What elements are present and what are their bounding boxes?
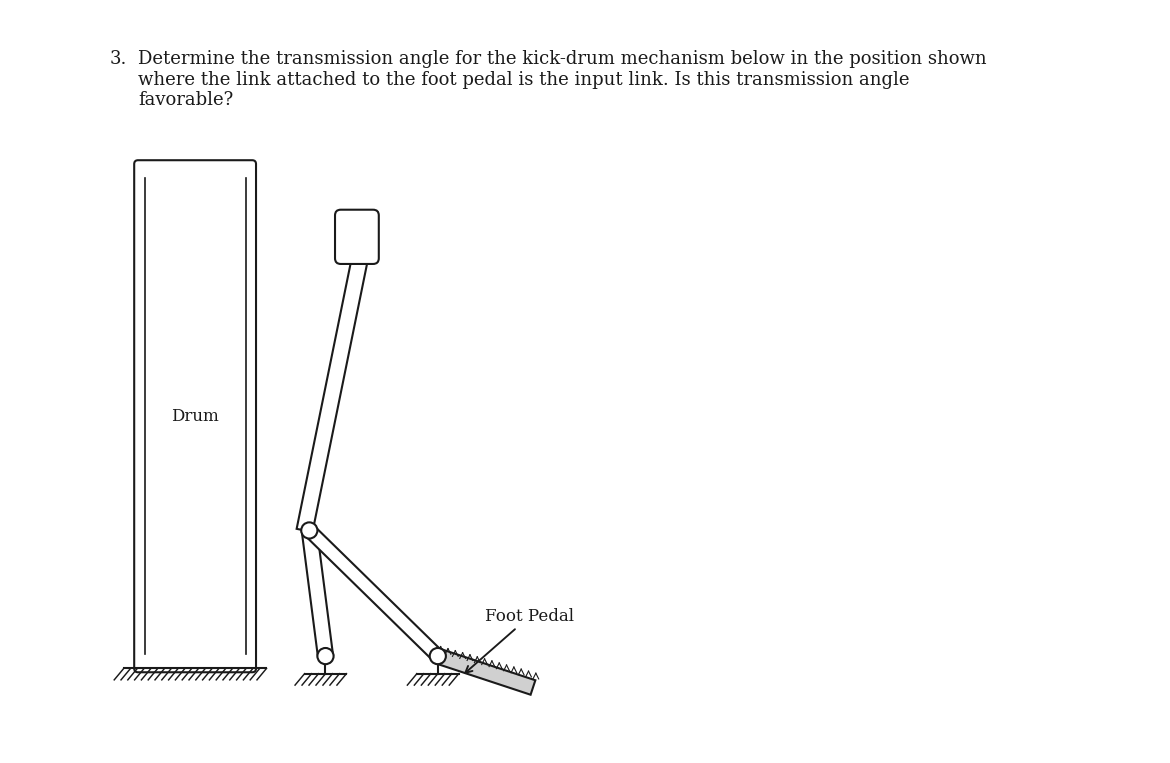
Text: 3.: 3.	[110, 50, 126, 68]
FancyBboxPatch shape	[335, 210, 379, 264]
Text: Determine the transmission angle for the kick-drum mechanism below in the positi: Determine the transmission angle for the…	[138, 50, 986, 109]
Polygon shape	[297, 248, 370, 532]
Polygon shape	[302, 530, 333, 657]
Text: Foot Pedal: Foot Pedal	[466, 607, 574, 673]
FancyBboxPatch shape	[135, 160, 256, 672]
Circle shape	[301, 523, 317, 539]
Polygon shape	[435, 649, 536, 695]
Text: Drum: Drum	[171, 407, 219, 425]
Circle shape	[429, 648, 446, 664]
Polygon shape	[304, 526, 442, 661]
Circle shape	[317, 648, 333, 664]
